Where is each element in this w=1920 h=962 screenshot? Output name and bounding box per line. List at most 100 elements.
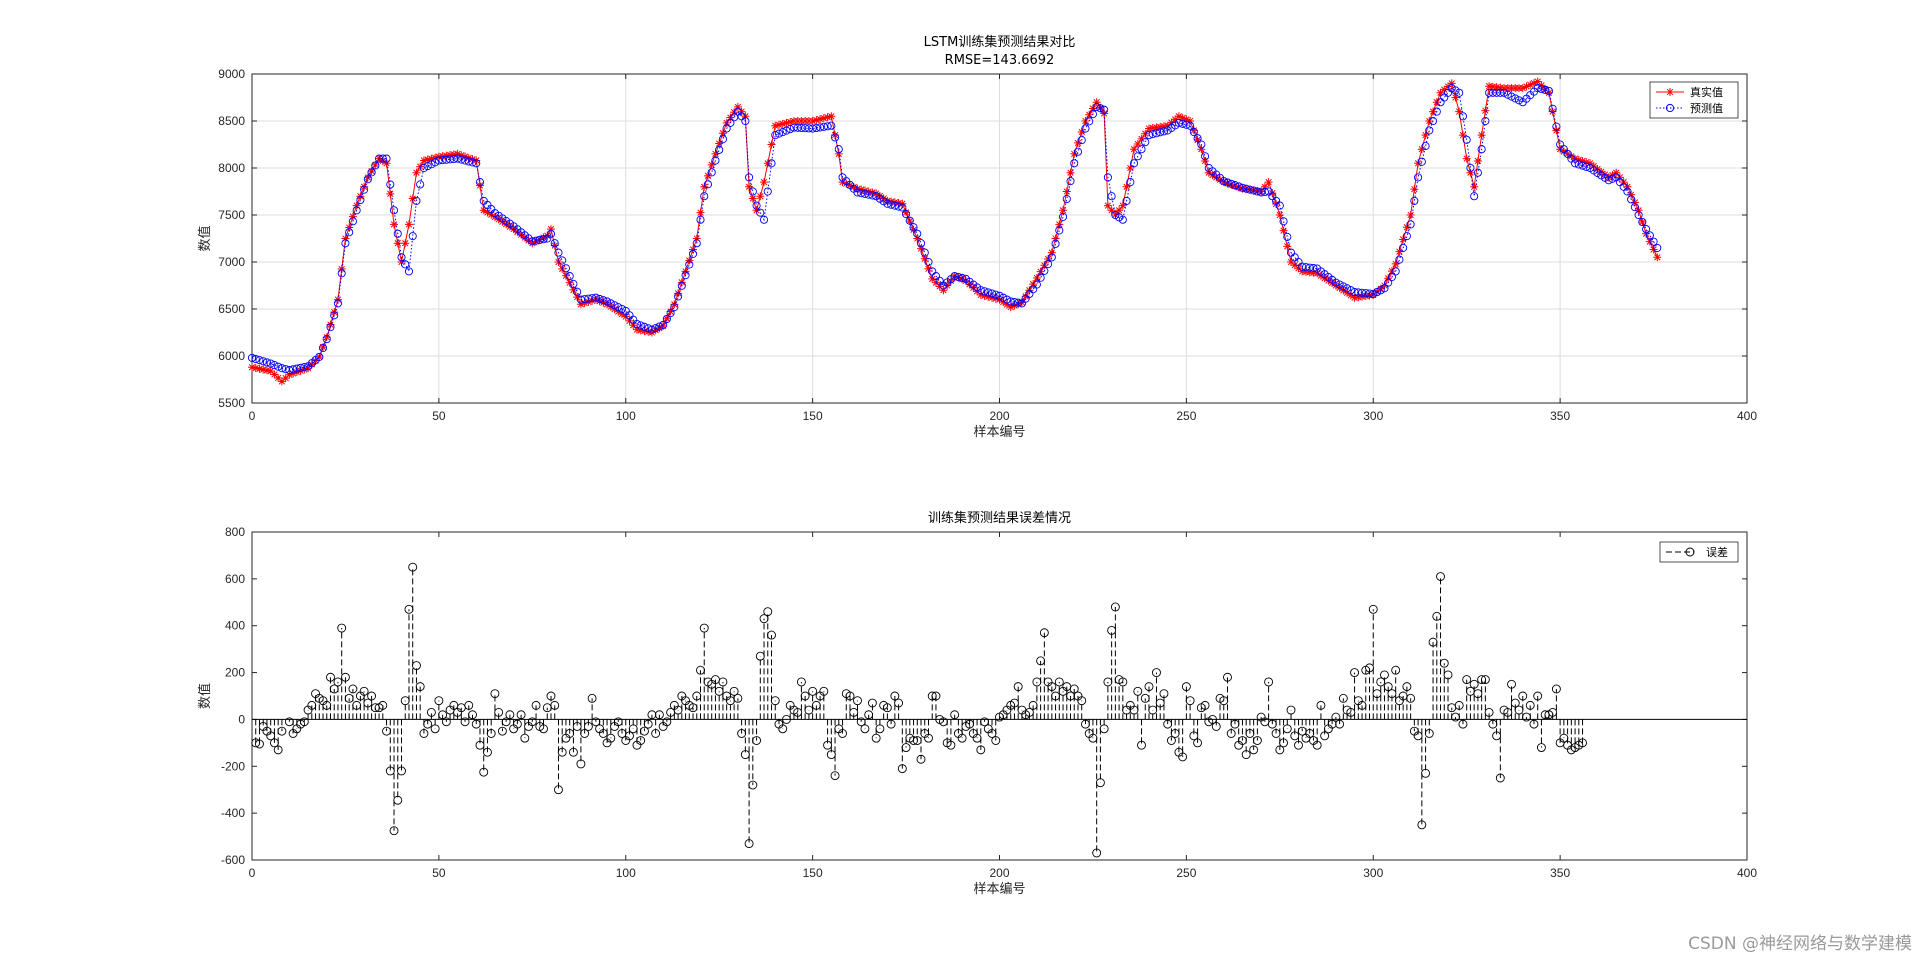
stem-marker <box>1473 689 1483 699</box>
data-point <box>827 121 836 130</box>
data-point <box>1126 178 1135 187</box>
data-point <box>326 323 335 332</box>
data-point <box>1182 120 1191 129</box>
data-point <box>958 273 967 283</box>
stem-marker <box>576 759 586 769</box>
stem-marker <box>1387 689 1397 699</box>
data-point <box>726 118 735 127</box>
x-tick-label: 400 <box>1737 409 1757 423</box>
data-point <box>902 208 911 217</box>
data-point <box>1372 287 1381 296</box>
data-point <box>1481 106 1490 115</box>
data-point <box>1402 232 1411 241</box>
y-tick-label: 800 <box>225 525 245 539</box>
data-point <box>1051 234 1060 243</box>
data-point <box>1455 88 1464 97</box>
y-tick-label: 8500 <box>218 114 245 128</box>
data-point <box>1417 145 1426 154</box>
data-point <box>247 353 257 362</box>
data-point <box>1335 280 1344 289</box>
stem-marker <box>1402 682 1412 692</box>
data-point <box>1582 158 1591 167</box>
data-point <box>345 223 354 232</box>
stem-marker <box>744 839 754 849</box>
stem-marker <box>654 710 664 720</box>
data-point <box>1148 130 1157 139</box>
data-point <box>1006 303 1015 312</box>
data-point <box>367 168 376 177</box>
data-point <box>674 292 683 301</box>
data-point <box>266 359 275 368</box>
data-point <box>831 131 840 140</box>
data-point <box>1630 203 1639 212</box>
data-point <box>782 126 791 135</box>
stem-marker <box>1551 684 1561 694</box>
data-point <box>905 216 914 225</box>
data-point <box>255 356 264 365</box>
legend-label: 误差 <box>1706 545 1728 559</box>
data-point <box>1047 253 1056 262</box>
stem-marker <box>1241 750 1251 760</box>
data-point <box>1399 243 1408 252</box>
stem-marker <box>886 719 896 729</box>
data-point <box>296 363 305 372</box>
data-point <box>1649 245 1658 254</box>
data-point <box>1290 261 1299 270</box>
data-point <box>1260 187 1269 197</box>
data-point <box>1346 291 1355 300</box>
data-point <box>262 366 271 375</box>
data-point <box>677 281 686 290</box>
data-point <box>1436 88 1445 97</box>
data-point <box>352 206 361 215</box>
stem-marker <box>1454 700 1464 710</box>
stem-marker <box>1249 745 1259 755</box>
data-point <box>849 183 858 192</box>
data-point <box>412 196 421 205</box>
watermark: CSDN @神经网络与数学建模 <box>1688 934 1912 954</box>
data-point <box>266 367 275 376</box>
data-point <box>771 121 780 130</box>
data-point <box>588 296 597 305</box>
data-point <box>468 158 477 167</box>
stem-marker <box>733 693 743 703</box>
data-point <box>1152 129 1161 138</box>
data-point <box>1511 94 1520 103</box>
data-point <box>1638 218 1647 227</box>
stem-marker <box>1189 731 1199 741</box>
data-point <box>475 178 485 187</box>
stem-marker <box>1282 724 1292 734</box>
data-point <box>457 151 466 160</box>
data-point <box>988 293 997 302</box>
data-point <box>1462 154 1471 163</box>
data-point <box>569 279 578 288</box>
stem-marker <box>793 707 803 717</box>
chart-bottom: 0 50 100 150 200 250 300 350 400 -600 -400 -200 0 200… <box>197 510 1757 897</box>
legend-label: 预测值 <box>1690 102 1723 115</box>
stem-marker <box>587 693 597 703</box>
stem-marker <box>1047 682 1057 692</box>
stem-marker <box>1144 682 1154 692</box>
data-point <box>330 311 339 320</box>
data-point <box>259 365 268 374</box>
stem-marker <box>1413 731 1423 741</box>
data-point <box>550 241 559 250</box>
stem-marker <box>479 767 489 777</box>
data-point <box>647 328 656 337</box>
stem-marker <box>1368 604 1378 614</box>
stem-marker <box>348 684 358 694</box>
data-point <box>1634 210 1643 220</box>
stem-marker <box>531 700 541 710</box>
data-point <box>285 370 294 379</box>
stem-marker <box>408 562 418 572</box>
stem-marker <box>1010 698 1019 708</box>
stem-marker <box>950 710 960 720</box>
data-point <box>1533 84 1542 93</box>
stem-marker <box>475 740 485 750</box>
data-point <box>1518 84 1527 93</box>
data-point <box>1432 107 1441 116</box>
data-point <box>404 267 414 276</box>
stem-marker <box>1159 689 1169 699</box>
data-point <box>700 182 709 191</box>
stem-marker <box>976 745 986 755</box>
data-point <box>1077 127 1086 136</box>
